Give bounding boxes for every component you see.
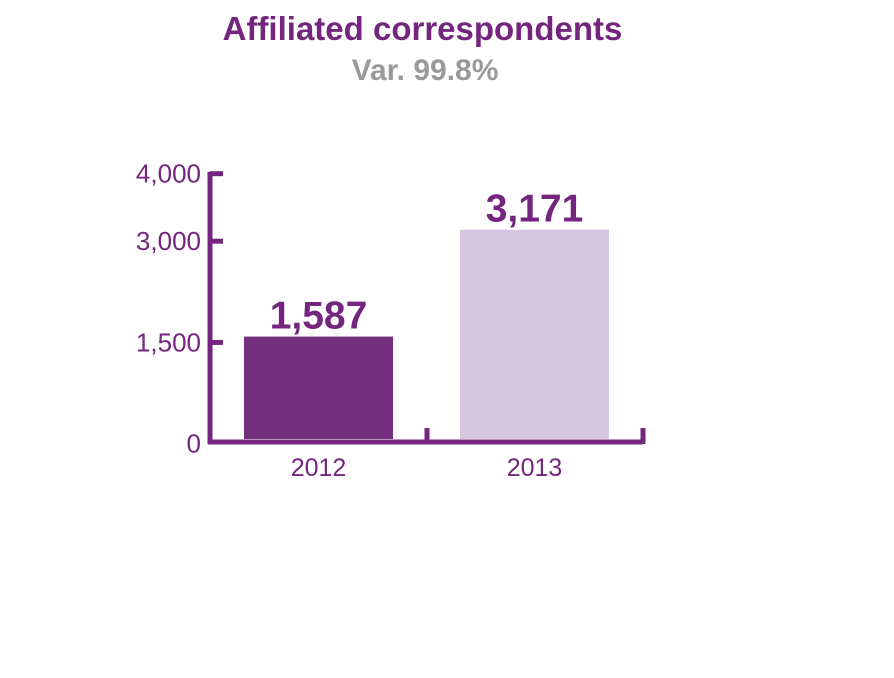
chart-subtitle: Var. 99.8% (351, 54, 499, 87)
y-tick-label-0: 0 (187, 429, 201, 459)
x-tick-label-2012: 2012 (291, 454, 347, 482)
data-label-2013: 3,171 (486, 188, 584, 231)
axes-group (207, 171, 646, 445)
bar-2013 (460, 229, 609, 439)
bar-2012 (244, 336, 393, 439)
chart-title: Affiliated correspondents (222, 10, 623, 47)
x-tick-label-2013: 2013 (507, 454, 563, 482)
y-tick-label-4,000: 4,000 (136, 159, 201, 189)
labels-group: 1,587 2012 3,171 2013 0 1,500 3,000 4,000 (136, 159, 583, 482)
y-tick-label-1,500: 1,500 (136, 327, 201, 357)
data-label-2012: 1,587 (270, 295, 368, 338)
bars-group (244, 229, 609, 439)
y-tick-label-3,000: 3,000 (136, 226, 201, 256)
